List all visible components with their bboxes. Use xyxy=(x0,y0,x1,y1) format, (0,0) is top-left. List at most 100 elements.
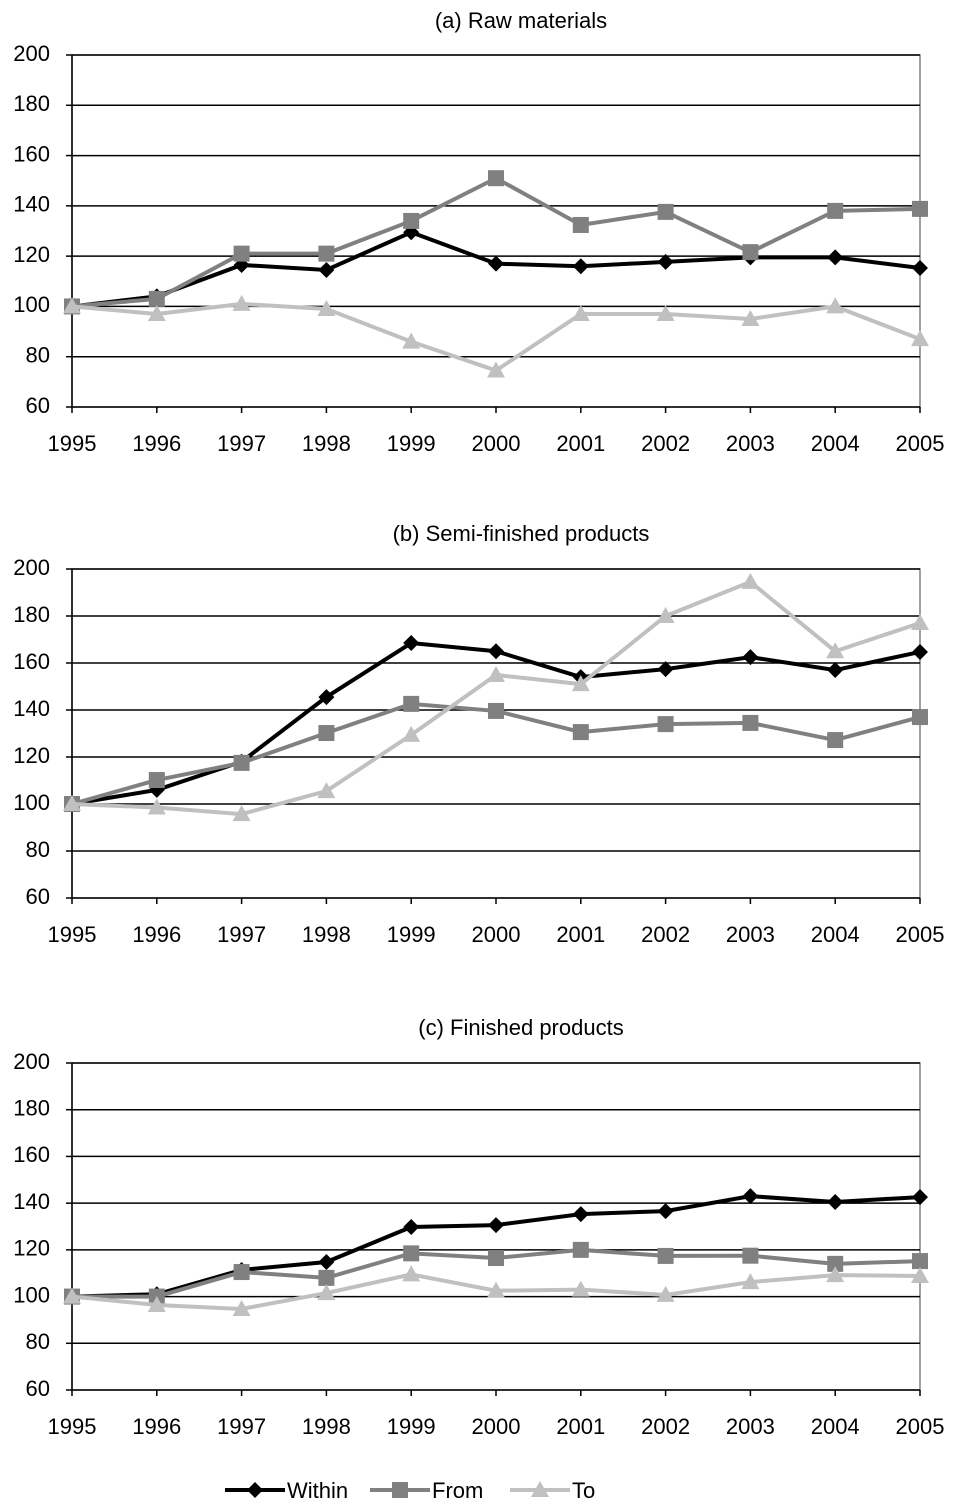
data-point xyxy=(826,1266,845,1283)
x-tick-label: 2004 xyxy=(811,1414,860,1439)
y-tick-label: 120 xyxy=(13,1236,50,1261)
x-tick-label: 1997 xyxy=(217,922,266,947)
series-line xyxy=(71,1194,921,1299)
data-point xyxy=(402,1265,421,1282)
data-point xyxy=(317,782,336,799)
chart-title: (c) Finished products xyxy=(418,1015,623,1040)
legend-label: Within xyxy=(287,1478,348,1503)
data-point xyxy=(148,290,165,307)
y-tick-label: 180 xyxy=(13,602,50,627)
data-point xyxy=(657,253,674,270)
x-tick-label: 1999 xyxy=(387,1414,436,1439)
data-point xyxy=(742,714,759,731)
x-tick-label: 2002 xyxy=(641,922,690,947)
y-tick-label: 80 xyxy=(26,1329,50,1354)
y-tick-label: 120 xyxy=(13,242,50,267)
data-point xyxy=(318,689,335,706)
x-tick-label: 2000 xyxy=(472,1414,521,1439)
data-point xyxy=(657,716,674,733)
data-point xyxy=(657,661,674,678)
x-tick-label: 2000 xyxy=(472,922,521,947)
series-line xyxy=(71,301,921,373)
data-point xyxy=(827,662,844,679)
data-point xyxy=(403,695,420,712)
x-tick-label: 2002 xyxy=(641,1414,690,1439)
y-tick-label: 140 xyxy=(13,1189,50,1214)
x-tick-label: 2001 xyxy=(556,431,605,456)
series-line xyxy=(71,175,921,309)
data-point xyxy=(232,1299,251,1316)
data-point xyxy=(403,635,420,652)
chart-title: (a) Raw materials xyxy=(435,8,607,33)
data-point xyxy=(827,202,844,219)
x-tick-label: 2001 xyxy=(556,1414,605,1439)
data-point xyxy=(912,1189,928,1206)
data-point xyxy=(402,332,421,349)
data-point xyxy=(487,1281,505,1298)
data-point xyxy=(742,1247,759,1264)
data-point xyxy=(63,297,81,314)
x-tick-label: 2002 xyxy=(641,431,690,456)
data-point xyxy=(402,725,421,742)
x-tick-label: 2005 xyxy=(896,1414,945,1439)
x-tick-label: 1996 xyxy=(132,922,181,947)
data-point xyxy=(233,1264,250,1281)
data-point xyxy=(403,1218,420,1235)
x-tick-label: 2005 xyxy=(896,922,945,947)
y-tick-label: 200 xyxy=(13,555,50,580)
data-point xyxy=(488,255,504,272)
data-point xyxy=(63,1287,81,1304)
y-tick-label: 80 xyxy=(26,343,50,368)
y-tick-label: 180 xyxy=(13,1096,50,1121)
legend-marker xyxy=(392,1482,408,1498)
y-tick-label: 120 xyxy=(13,743,50,768)
data-point xyxy=(827,1255,844,1272)
y-tick-label: 200 xyxy=(13,1049,50,1074)
data-point xyxy=(572,1206,589,1223)
data-point xyxy=(742,649,759,666)
data-point xyxy=(488,1217,504,1234)
data-point xyxy=(232,805,251,822)
y-tick-label: 60 xyxy=(26,884,50,909)
data-point xyxy=(657,1203,674,1220)
data-point xyxy=(318,1269,335,1286)
data-point xyxy=(318,1254,335,1271)
x-tick-label: 1997 xyxy=(217,431,266,456)
data-point xyxy=(826,297,845,314)
data-point xyxy=(572,216,589,233)
data-point xyxy=(742,244,759,261)
data-point xyxy=(318,725,335,742)
data-point xyxy=(148,772,165,789)
data-point xyxy=(741,1273,760,1290)
x-tick-label: 1995 xyxy=(48,922,97,947)
x-tick-label: 2004 xyxy=(811,922,860,947)
data-point xyxy=(572,724,589,741)
x-tick-label: 2003 xyxy=(726,431,775,456)
data-point xyxy=(571,675,590,692)
y-tick-label: 200 xyxy=(13,41,50,66)
data-point xyxy=(912,1253,928,1270)
y-tick-label: 180 xyxy=(13,91,50,116)
data-point xyxy=(911,614,929,631)
data-point xyxy=(656,607,675,623)
data-point xyxy=(912,643,928,660)
data-point xyxy=(63,795,81,811)
data-point xyxy=(488,170,504,187)
y-tick-label: 140 xyxy=(13,192,50,217)
data-point xyxy=(147,798,166,815)
chart-title: (b) Semi-finished products xyxy=(393,521,650,546)
data-point xyxy=(911,1267,929,1284)
data-point xyxy=(318,261,335,278)
y-tick-label: 60 xyxy=(26,1376,50,1401)
series-line xyxy=(71,579,921,817)
legend-marker xyxy=(531,1481,549,1497)
y-tick-label: 160 xyxy=(13,649,50,674)
legend-label: To xyxy=(572,1478,595,1503)
data-point xyxy=(572,258,589,275)
x-tick-label: 2003 xyxy=(726,922,775,947)
y-tick-label: 100 xyxy=(13,1282,50,1307)
data-point xyxy=(147,304,166,321)
data-point xyxy=(487,361,505,378)
y-tick-label: 160 xyxy=(13,1142,50,1167)
